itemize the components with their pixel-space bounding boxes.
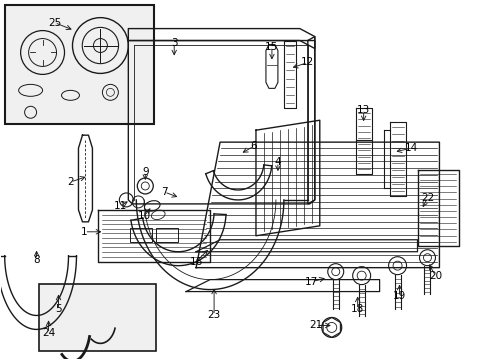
Text: 6: 6 [250, 141, 257, 151]
Text: 9: 9 [142, 167, 148, 177]
Text: 19: 19 [392, 291, 406, 301]
Text: 13: 13 [356, 105, 369, 115]
Text: 5: 5 [55, 305, 61, 315]
Text: 23: 23 [207, 310, 220, 320]
Bar [39, 284, 156, 351]
Text: 25: 25 [48, 18, 61, 28]
Text: 14: 14 [404, 143, 417, 153]
Text: 20: 20 [428, 271, 441, 281]
Text: 7: 7 [161, 187, 167, 197]
Bar [156, 228, 178, 242]
Text: 22: 22 [420, 193, 433, 203]
Text: 21: 21 [308, 320, 322, 330]
Text: 2: 2 [67, 177, 74, 187]
Text: 17: 17 [305, 276, 318, 287]
Text: 1: 1 [81, 227, 87, 237]
Text: 12: 12 [301, 58, 314, 67]
Text: 8: 8 [33, 255, 40, 265]
Bar [5, 5, 154, 124]
Text: 4: 4 [274, 157, 281, 167]
Text: 15: 15 [265, 41, 278, 51]
Text: 24: 24 [42, 328, 55, 338]
Bar [130, 228, 152, 242]
Text: 3: 3 [170, 37, 177, 48]
Text: 18: 18 [350, 305, 364, 315]
Text: 10: 10 [138, 211, 150, 221]
Text: 16: 16 [189, 257, 203, 267]
Text: 11: 11 [114, 201, 127, 211]
